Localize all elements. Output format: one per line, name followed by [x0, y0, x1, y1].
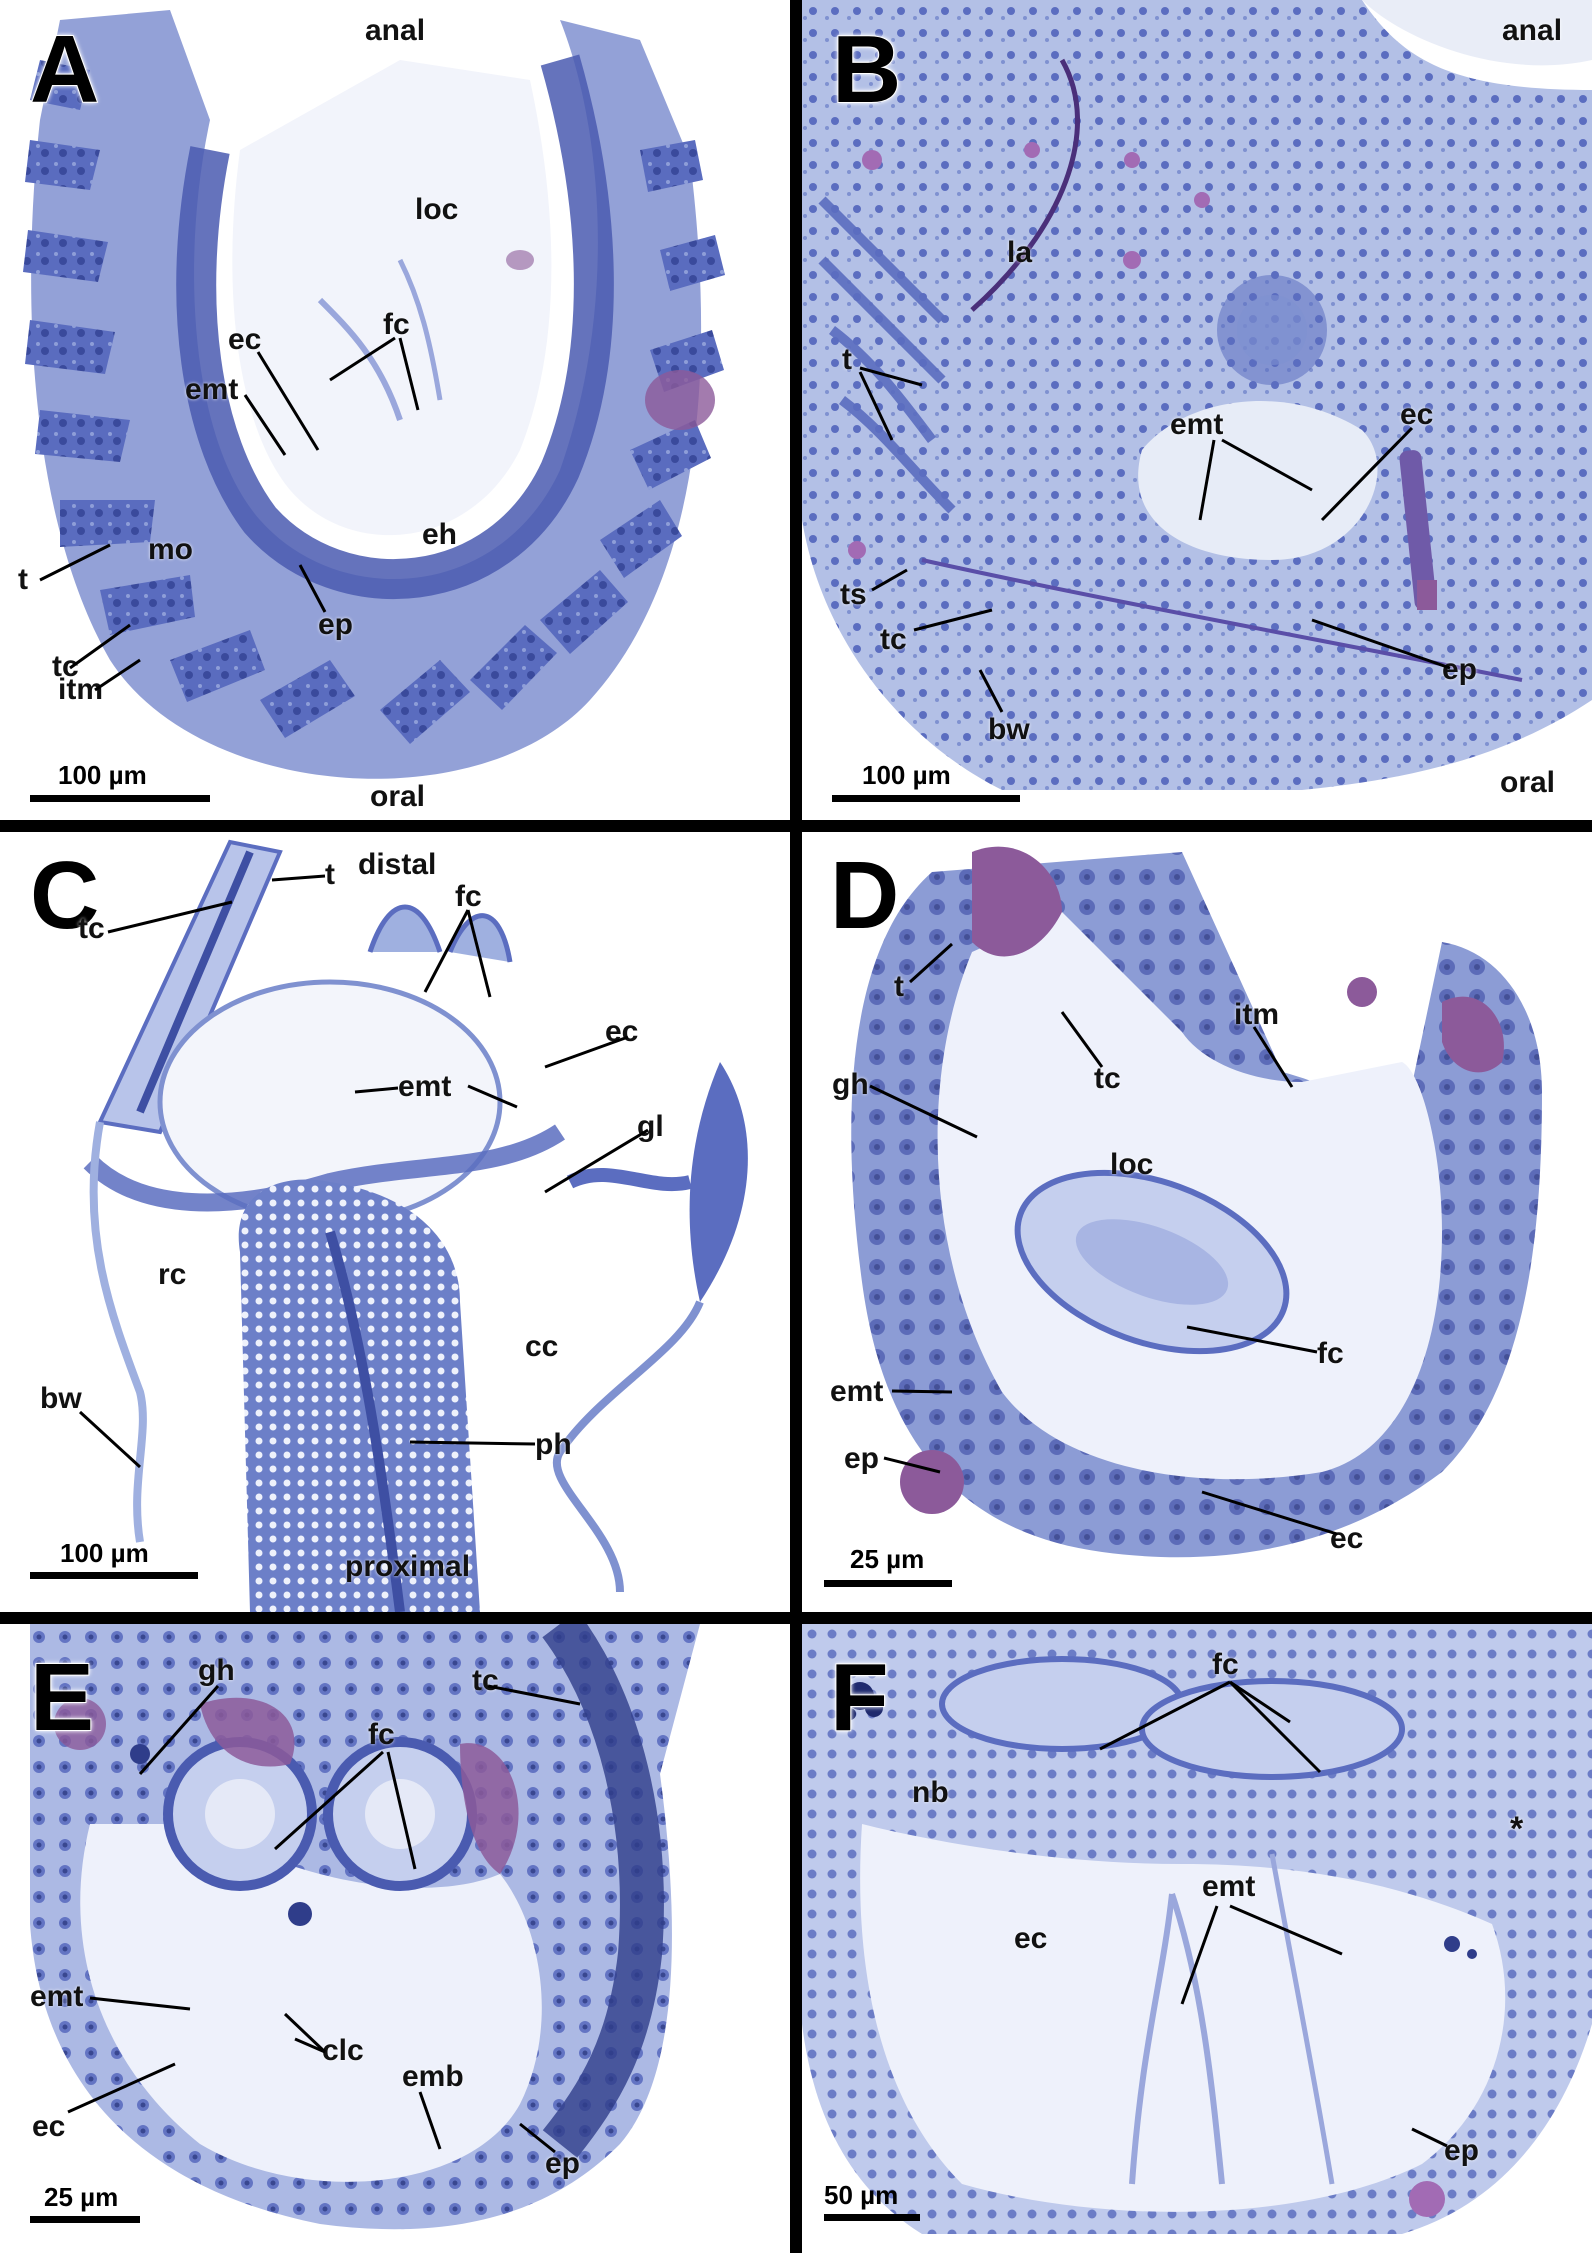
label-ec: ec [1330, 1522, 1364, 1555]
panel-d-letter: D [829, 842, 900, 949]
label-anal: anal [1502, 14, 1563, 47]
label-emt: emt [398, 1070, 452, 1103]
label-emt: emt [1170, 408, 1224, 441]
label-gh: gh [198, 1654, 235, 1687]
label-anal: anal [365, 14, 426, 47]
panel-f-micrograph [802, 1624, 1592, 2234]
panel-e-scale-label: 25 µm [44, 2182, 119, 2212]
label-emb: emb [402, 2060, 464, 2093]
label-cc: cc [525, 1330, 559, 1363]
label-rc: rc [158, 1258, 187, 1291]
label-mo: mo [148, 533, 193, 566]
panel-e-micrograph [30, 1624, 700, 2230]
panel-f-scale-label: 50 µm [824, 2180, 899, 2210]
label-emt: emt [185, 373, 239, 406]
label-ep: ep [844, 1442, 880, 1475]
panel-b-scalebar [832, 795, 1020, 802]
panel-f: F fc nb * emt ec ep 50 µm [802, 1624, 1592, 2253]
panel-c-letter: C [29, 842, 100, 949]
label-t: t [325, 858, 335, 891]
label-fc: fc [383, 308, 410, 341]
label-loc: loc [415, 193, 459, 226]
label-ts: ts [840, 578, 867, 611]
label-t: t [842, 343, 852, 376]
panel-a-micrograph [23, 10, 725, 779]
panel-d-scale-label: 25 µm [850, 1544, 925, 1574]
label-ec: ec [1014, 1922, 1048, 1955]
panel-d-micrograph [851, 846, 1542, 1558]
label-nb: nb [912, 1776, 949, 1809]
label-t: t [18, 563, 28, 596]
label-emt: emt [830, 1375, 884, 1408]
label-ec: ec [32, 2110, 66, 2143]
label-tc: tc [78, 912, 105, 945]
panel-a: A anal loc ec fc emt eh t mo ep tc itm o… [0, 0, 790, 820]
panel-a-letter: A [29, 16, 100, 123]
label-tc: tc [1094, 1062, 1121, 1095]
panel-e: E gh tc fc emt clc emb ec ep 25 µm [0, 1624, 790, 2253]
label-clc: clc [322, 2034, 364, 2067]
label-fc: fc [1212, 1648, 1239, 1681]
label-ep: ep [1442, 653, 1478, 686]
label-itm: itm [58, 673, 103, 706]
label-gh: gh [832, 1068, 869, 1101]
label-gl: gl [637, 1110, 664, 1143]
panel-c-scalebar [30, 1572, 198, 1579]
label-ep: ep [545, 2147, 581, 2180]
panel-c: C t tc distal fc ec emt gl rc cc bw ph p… [0, 832, 790, 1612]
label-tc: tc [472, 1664, 499, 1697]
label-tc: tc [880, 623, 907, 656]
panel-d-scalebar [824, 1580, 952, 1587]
label-fc: fc [455, 880, 482, 913]
panel-c-micrograph [83, 839, 748, 1612]
panel-e-letter: E [29, 1644, 95, 1751]
panel-f-letter: F [829, 1644, 890, 1751]
label-ph: ph [535, 1428, 572, 1461]
label-eh: eh [422, 518, 458, 551]
label-proximal: proximal [345, 1550, 471, 1583]
label-distal: distal [358, 848, 437, 881]
panel-f-scalebar [824, 2214, 920, 2221]
panel-b-scale-label: 100 µm [862, 760, 951, 790]
label-oral: oral [1500, 766, 1556, 799]
label-emt: emt [1202, 1870, 1256, 1903]
label-loc: loc [1110, 1148, 1154, 1181]
label-la: la [1007, 236, 1033, 269]
panel-c-scale-label: 100 µm [60, 1538, 149, 1568]
label-star: * [1510, 1810, 1524, 1848]
label-ep: ep [1444, 2134, 1480, 2167]
label-itm: itm [1234, 998, 1279, 1031]
label-ec: ec [605, 1015, 639, 1048]
panel-a-scale-label: 100 µm [58, 760, 147, 790]
label-t: t [894, 970, 904, 1003]
label-ec: ec [228, 323, 262, 356]
panel-d: D t tc itm gh loc fc emt ep ec 25 µm [802, 832, 1592, 1612]
panel-b-letter: B [831, 16, 902, 123]
panel-a-scalebar [30, 795, 210, 802]
panel-b: B anal la t emt ec ts tc ep bw oral 100 … [802, 0, 1592, 820]
label-bw: bw [40, 1382, 82, 1415]
label-fc: fc [368, 1718, 395, 1751]
label-ep: ep [318, 608, 354, 641]
label-fc: fc [1317, 1337, 1344, 1370]
label-oral: oral [370, 780, 426, 813]
label-ec: ec [1400, 398, 1434, 431]
label-bw: bw [988, 713, 1030, 746]
panel-e-scalebar [30, 2216, 140, 2223]
label-emt: emt [30, 1980, 84, 2013]
